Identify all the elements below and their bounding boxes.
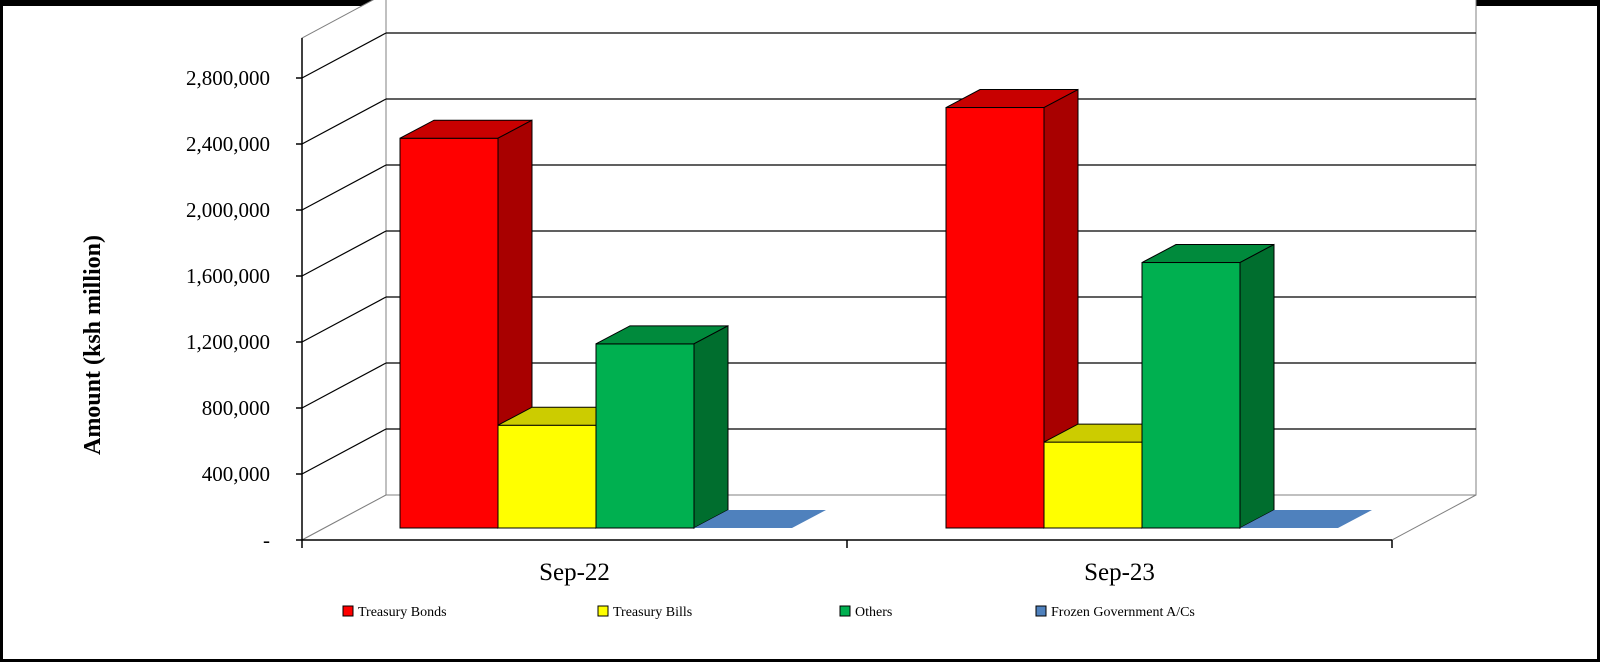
bar-top (1240, 510, 1372, 528)
legend-swatch (839, 605, 851, 617)
bar-side (1239, 243, 1275, 529)
y-tick-label: 2,400,000 (186, 132, 270, 156)
y-axis-label: Amount (ksh million) (80, 235, 106, 455)
y-tick-label: 1,200,000 (186, 330, 270, 354)
bar (694, 510, 826, 528)
bar (399, 119, 533, 529)
legend: Treasury Bonds Treasury Bills Others Frozen… (342, 605, 1195, 620)
x-tick-label: Sep-23 (1084, 559, 1155, 586)
bar (1141, 243, 1275, 529)
bar (945, 88, 1079, 529)
gridline-side (301, 362, 387, 409)
bar-front (399, 137, 499, 529)
legend-item: Treasury Bonds (342, 605, 447, 620)
bar (1240, 510, 1372, 528)
y-tick-label: 400,000 (202, 462, 270, 486)
gridline-side (301, 428, 387, 475)
bar (595, 325, 729, 529)
y-tick-label: 800,000 (202, 396, 270, 420)
legend-swatch (597, 605, 609, 617)
bar-side (693, 325, 729, 529)
legend-label: Others (855, 605, 892, 620)
gridline-side (301, 32, 387, 79)
legend-swatch (1035, 605, 1047, 617)
gridline-side (301, 230, 387, 277)
gridline-side (301, 164, 387, 211)
bar-front (1043, 441, 1143, 529)
legend-label: Treasury Bills (613, 605, 692, 620)
bar-front (497, 424, 597, 529)
bar-front (945, 107, 1045, 529)
legend-item: Frozen Government A/Cs (1035, 605, 1195, 620)
x-tick-label: Sep-22 (539, 559, 610, 586)
gridlines (301, 32, 1476, 475)
legend-swatch (342, 605, 354, 617)
legend-label: Treasury Bonds (358, 605, 447, 620)
y-tick-labels: - 400,000 800,000 1,200,000 1,600,000 2,000,0… (186, 66, 270, 552)
x-tick-labels: Sep-22 Sep-23 (539, 559, 1155, 586)
legend-item: Others (839, 605, 892, 620)
bar-front (595, 343, 695, 529)
gridline-side (301, 98, 387, 145)
y-tick-label: - (263, 528, 270, 552)
legend-label: Frozen Government A/Cs (1051, 605, 1195, 620)
axes (296, 38, 1393, 548)
y-tick-label: 2,000,000 (186, 198, 270, 222)
bars (399, 88, 1372, 529)
gridline-side (301, 296, 387, 343)
bar-top (694, 510, 826, 528)
side-wall (301, 0, 387, 541)
bar-front (1141, 262, 1241, 529)
legend-item: Treasury Bills (597, 605, 692, 620)
y-tick-label: 1,600,000 (186, 264, 270, 288)
y-tick-label: 2,800,000 (186, 66, 270, 90)
